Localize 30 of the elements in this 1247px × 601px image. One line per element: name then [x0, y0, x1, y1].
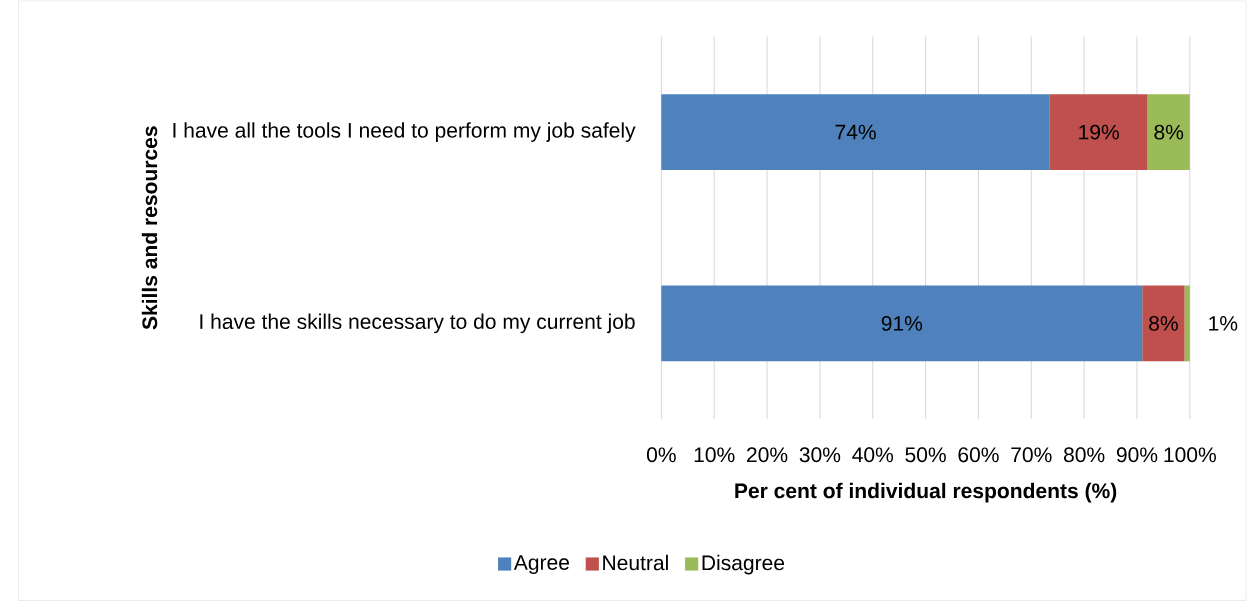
x-tick-label: 70%	[1011, 447, 1052, 463]
bar	[1142, 285, 1185, 362]
x-tick-label: 10%	[694, 447, 735, 463]
bar	[1184, 285, 1190, 362]
x-tick-label: 30%	[799, 447, 841, 463]
bar	[1049, 93, 1148, 170]
data-label: 8%	[1149, 315, 1178, 331]
data-label: 19%	[1079, 124, 1119, 140]
data-label: 8%	[1154, 124, 1184, 140]
data-label: 1%	[1209, 315, 1238, 331]
y-tick-label: I have all the tools I need to perform my job safely	[173, 122, 636, 142]
legend-label: Disagree	[702, 554, 785, 575]
y-tick-label: I have the skills necessary to do my current job	[200, 313, 635, 333]
bar	[661, 285, 1143, 362]
x-tick-label: 60%	[958, 447, 999, 463]
data-label: 74%	[835, 124, 876, 140]
x-tick-label: 90%	[1116, 447, 1158, 463]
x-tick-label: 20%	[747, 447, 788, 463]
bar	[661, 93, 1050, 170]
x-tick-label: 50%	[905, 447, 946, 463]
x-axis-title: Per cent of individual respondents (%)	[735, 482, 1117, 503]
data-label: 91%	[881, 315, 923, 331]
x-tick-label: 0%	[646, 447, 676, 463]
x-tick-label: 100%	[1164, 447, 1216, 463]
x-tick-label: 80%	[1063, 447, 1105, 463]
bar	[1147, 93, 1190, 170]
legend-label: Agree	[513, 554, 570, 574]
legend-label: Neutral	[603, 554, 668, 571]
x-tick-label: 40%	[852, 447, 894, 463]
y-axis-title: Skills and resources	[141, 126, 158, 330]
